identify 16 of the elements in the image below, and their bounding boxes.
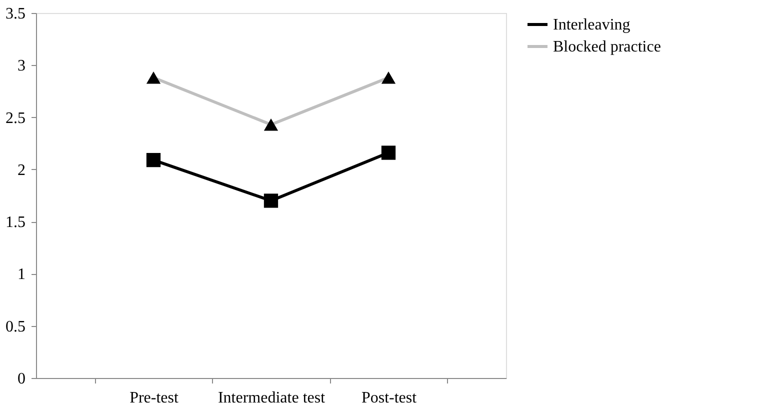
y-tick-label: 3.5	[6, 6, 26, 22]
y-tick-label: 1.5	[6, 214, 26, 232]
point	[146, 152, 161, 168]
x-tick-label: Pre-test	[130, 390, 179, 406]
legend-label: Blocked practice	[553, 38, 661, 56]
x-tick-label: Intermediate test	[218, 390, 326, 406]
y-tick-label: 3	[18, 58, 26, 75]
legend-label: Interleaving	[553, 16, 630, 34]
point	[381, 146, 396, 160]
y-tick-label: 2.5	[6, 110, 26, 127]
y-tick-label: 1	[18, 266, 26, 284]
y-tick-label: 0	[18, 370, 26, 388]
y-tick-label: 2	[18, 162, 26, 179]
y-tick-label: 0.5	[6, 318, 26, 336]
point	[264, 194, 278, 208]
x-tick-label: Post-test	[361, 390, 418, 406]
